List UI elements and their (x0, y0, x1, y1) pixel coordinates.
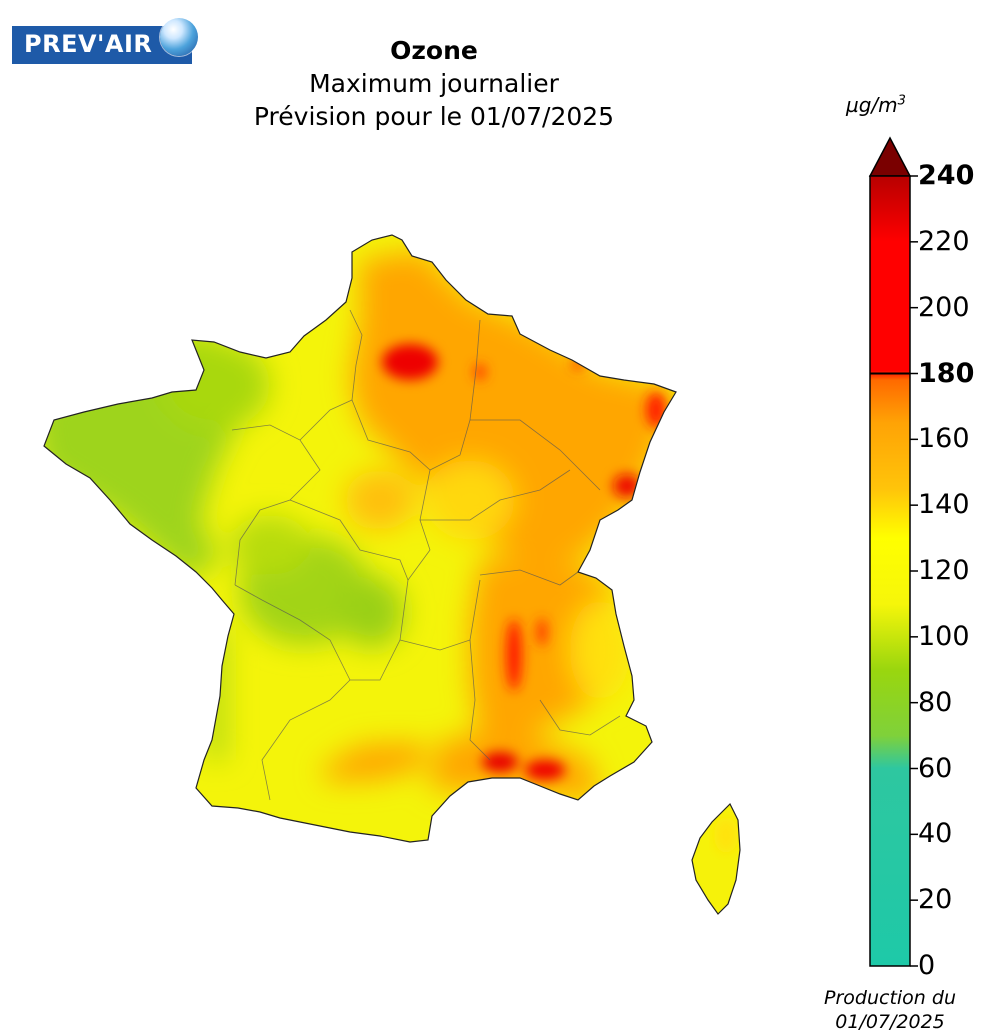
region-boundaries (231, 309, 621, 801)
france-border (43, 234, 677, 843)
unit-label: µg/m3 (846, 93, 906, 117)
production-date: 01/07/2025 (835, 1011, 945, 1033)
colorbar-tick-label: 220 (918, 225, 970, 257)
pollutant-title: Ozone (390, 36, 478, 65)
colorbar (868, 136, 918, 967)
prevair-logo: PREV'AIR (12, 14, 198, 64)
unit-base: µg/m (846, 93, 898, 117)
france-ozone-map (43, 234, 741, 915)
colorbar-tick-label: 240 (918, 160, 975, 191)
colorbar-tick-label: 140 (918, 489, 970, 521)
metric-subtitle: Maximum journalier (309, 69, 559, 98)
colorbar-tick-label: 200 (918, 291, 970, 323)
overflow-arrow (868, 136, 912, 177)
forecast-date-subtitle: Prévision pour le 01/07/2025 (253, 102, 615, 131)
colorbar-tick-label: 160 (918, 423, 970, 455)
globe-icon (160, 18, 198, 56)
map-title: Ozone Maximum journalier Prévision pour … (184, 35, 684, 133)
colorbar-tick-label: 80 (918, 686, 953, 718)
corsica-border (691, 802, 741, 915)
mainland-france (44, 235, 676, 842)
colorbar-tick-label: 120 (918, 555, 970, 586)
colorbar-tick-label: 180 (918, 357, 975, 389)
production-note: Production du 01/07/2025 (800, 986, 980, 1034)
production-label: Production du (824, 987, 956, 1009)
colorbar-tick-label: 100 (918, 620, 970, 652)
colorbar-ticks (910, 175, 918, 967)
unit-exponent: 3 (897, 93, 906, 109)
colorbar-gradient (869, 175, 911, 967)
colorbar-tick-label: 40 (918, 818, 953, 850)
colorbar-tick-label: 20 (918, 884, 953, 916)
colorbar-tick-label: 0 (918, 950, 936, 981)
logo-text: PREV'AIR (24, 30, 153, 58)
colorbar-tick-label: 60 (918, 752, 953, 784)
